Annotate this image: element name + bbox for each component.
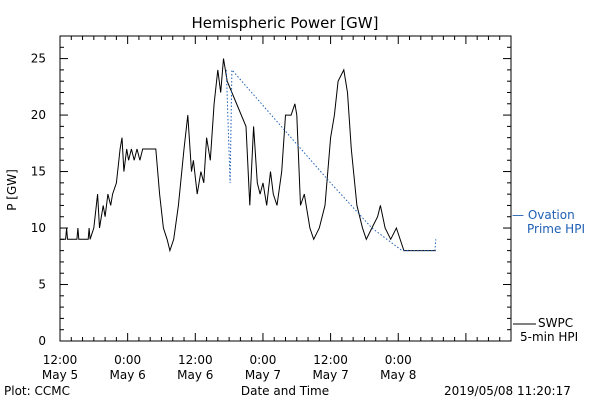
x-tick-label-date: May 6 [110, 368, 146, 382]
y-tick-label: 25 [31, 52, 46, 66]
x-tick-label-time: 0:00 [385, 353, 412, 367]
x-axis-label: Date and Time [241, 384, 329, 398]
x-tick-label-time: 12:00 [313, 353, 348, 367]
y-tick-label: 10 [31, 221, 46, 235]
legend-swpc-line2: 5-min HPI [520, 330, 578, 344]
x-tick-label-time: 12:00 [43, 353, 78, 367]
legend-ovation-line2: Prime HPI [527, 222, 585, 236]
x-tick-label-date: May 6 [177, 368, 213, 382]
y-tick-label: 15 [31, 165, 46, 179]
x-tick-label-time: 12:00 [178, 353, 213, 367]
y-tick-label: 5 [38, 278, 46, 292]
y-axis-ticks: 0 5 10 15 20 25 [31, 35, 511, 348]
x-tick-label-date: May 8 [380, 368, 416, 382]
series-layer [60, 58, 437, 253]
legend-swpc-line1: SWPC [538, 316, 573, 330]
x-tick-label-date: May 5 [42, 368, 78, 382]
y-tick-label: 0 [38, 334, 46, 348]
legend-ovation-line1: — Ovation [512, 208, 575, 222]
y-tick-label: 20 [31, 108, 46, 122]
footer-plot-source: Plot: CCMC [4, 384, 70, 398]
footer-timestamp: 2019/05/08 11:20:17 [444, 384, 571, 398]
x-tick-label-time: 0:00 [114, 353, 141, 367]
series-line-swpc [60, 58, 436, 253]
y-axis-label: P [GW] [5, 169, 19, 211]
x-tick-label-time: 0:00 [249, 353, 276, 367]
chart-title: Hemispheric Power [GW] [192, 14, 379, 32]
x-tick-label-date: May 7 [312, 368, 348, 382]
series-line-ovation [225, 68, 437, 252]
plot-frame [59, 35, 512, 342]
x-tick-label-date: May 7 [245, 368, 281, 382]
